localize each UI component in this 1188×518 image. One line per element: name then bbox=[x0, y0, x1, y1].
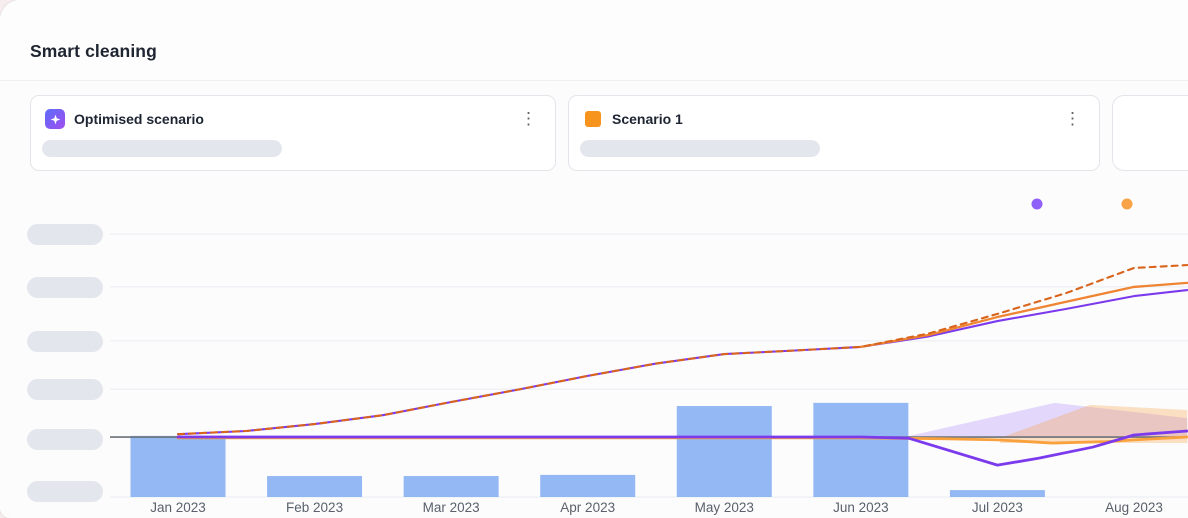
bar-Apr 2023 bbox=[540, 474, 636, 497]
scenario1-baseline-line bbox=[176, 435, 1188, 445]
x-axis-label: Aug 2023 bbox=[1105, 500, 1163, 515]
card-scenario-1[interactable]: Scenario 1 ⋮ bbox=[568, 95, 1100, 171]
scenario1-band-area bbox=[1000, 404, 1188, 444]
x-axis-label: May 2023 bbox=[695, 500, 754, 515]
x-axis-label: Jun 2023 bbox=[833, 500, 889, 515]
y-axis-skeleton bbox=[27, 330, 103, 352]
card-title: Scenario 1 bbox=[612, 111, 683, 127]
card-optimised-scenario[interactable]: Optimised scenario ⋮ bbox=[30, 95, 556, 171]
y-axis-skeleton bbox=[27, 480, 103, 502]
optimised-band-area bbox=[904, 402, 1188, 438]
y-axis-skeleton bbox=[27, 378, 103, 400]
bar-Feb 2023 bbox=[267, 476, 363, 497]
bar-Jul 2023 bbox=[949, 490, 1045, 497]
x-axis-label: Mar 2023 bbox=[423, 500, 480, 515]
bar-Jan 2023 bbox=[130, 435, 226, 497]
scenario1-projected-line bbox=[176, 264, 1188, 436]
kebab-menu-icon[interactable]: ⋮ bbox=[1064, 109, 1081, 128]
scenario1-cumulative-line bbox=[859, 281, 1188, 349]
card-skeleton-bar bbox=[580, 140, 820, 157]
y-axis-skeleton bbox=[27, 223, 103, 245]
orange-square-icon bbox=[585, 111, 601, 127]
x-axis-label: Jul 2023 bbox=[972, 500, 1023, 515]
card-header: Scenario 1 bbox=[583, 109, 1085, 129]
optimised-baseline-line bbox=[176, 429, 1188, 467]
page-header: Smart cleaning bbox=[0, 0, 1188, 81]
x-axis-label: Apr 2023 bbox=[560, 500, 615, 515]
card-header: Optimised scenario bbox=[45, 109, 541, 129]
x-axis-label: Jan 2023 bbox=[150, 500, 206, 515]
y-axis-skeleton bbox=[27, 428, 103, 450]
legend-dot-scenario-1 bbox=[1121, 198, 1133, 210]
kebab-menu-icon[interactable]: ⋮ bbox=[520, 109, 537, 128]
bar-Mar 2023 bbox=[403, 476, 499, 497]
bar-Jun 2023 bbox=[813, 402, 909, 497]
x-axis-label: Feb 2023 bbox=[286, 500, 343, 515]
legend-dot-optimised bbox=[1031, 198, 1043, 210]
optimised-cumulative-line bbox=[176, 289, 1188, 436]
bar-May 2023 bbox=[676, 406, 772, 497]
add-scenario-card[interactable] bbox=[1112, 95, 1188, 171]
y-axis-skeleton bbox=[27, 276, 103, 298]
card-skeleton-bar bbox=[42, 140, 282, 157]
card-title: Optimised scenario bbox=[74, 111, 204, 127]
scenario-cards-row: Optimised scenario ⋮ Scenario 1 ⋮ bbox=[30, 95, 1188, 171]
sparkle-icon bbox=[45, 109, 65, 129]
page-title: Smart cleaning bbox=[30, 41, 157, 61]
